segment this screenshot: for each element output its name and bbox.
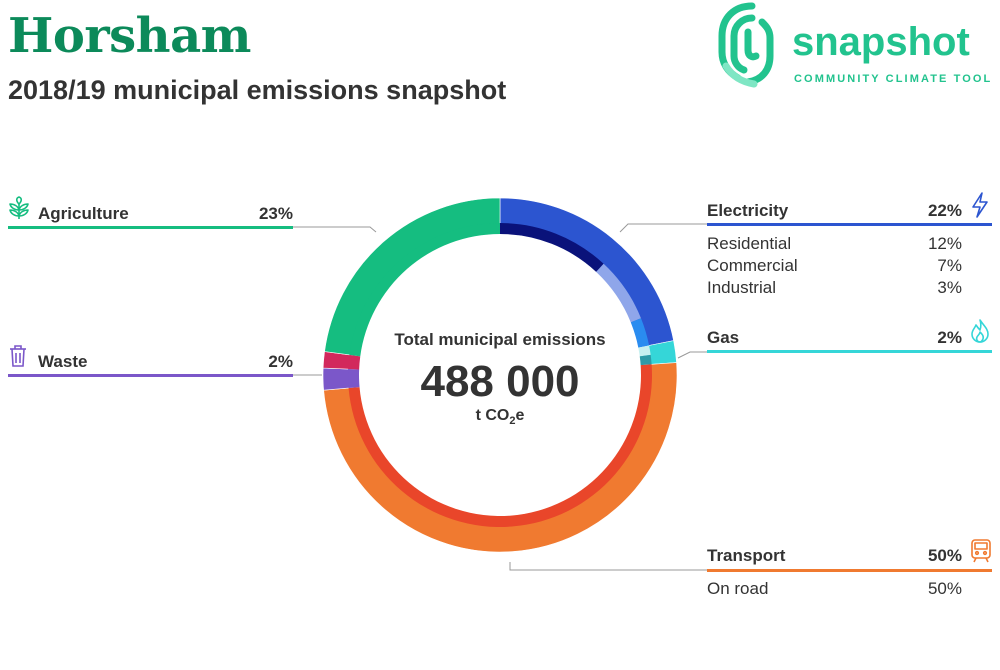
category-agriculture-percent: 23% — [258, 204, 293, 223]
inner-segment-agriculture — [349, 223, 500, 357]
flame-icon — [971, 319, 989, 343]
category-waste-percent: 2% — [268, 352, 293, 371]
logo-wordmark: snapshot — [792, 20, 970, 64]
sub-residential-percent: 12% — [927, 234, 962, 253]
snapshot-logo: snapshot COMMUNITY CLIMATE TOOL — [712, 0, 1000, 90]
category-gas-underline — [707, 350, 992, 353]
fingerprint-icon — [718, 2, 774, 88]
category-transport-percent: 50% — [927, 546, 962, 565]
donut-segment-electricity — [499, 197, 674, 348]
sub-industrial-label: Industrial — [707, 278, 776, 297]
inner-segment-waste — [348, 369, 360, 389]
sub-on-road-label: On road — [707, 579, 769, 598]
train-icon — [971, 539, 991, 563]
leaf-icon — [9, 196, 29, 219]
leader-transport — [509, 562, 707, 571]
category-gas-percent: 2% — [937, 328, 962, 347]
lightning-icon — [972, 192, 988, 218]
category-electricity-percent: 22% — [927, 201, 962, 220]
inner-segment-residential — [500, 223, 604, 272]
sub-commercial-label: Commercial — [707, 256, 798, 275]
inner-segment-commercial — [596, 263, 641, 323]
leader-agriculture — [293, 226, 377, 233]
category-gas-label: Gas — [707, 328, 740, 347]
category-waste-label: Waste — [38, 352, 88, 371]
sub-residential-label: Residential — [707, 234, 792, 253]
logo-tagline: COMMUNITY CLIMATE TOOL — [794, 73, 993, 85]
category-agriculture-label: Agriculture — [38, 204, 129, 223]
center-value: 488 000 — [420, 357, 579, 406]
category-agriculture-underline — [8, 226, 293, 229]
leader-gas — [677, 351, 707, 359]
sub-commercial-percent: 7% — [937, 256, 962, 275]
category-electricity-underline — [707, 223, 992, 226]
category-transport-underline — [707, 569, 992, 572]
center-unit: t CO2e — [476, 407, 525, 427]
donut-segment-transport — [323, 362, 678, 553]
leader-electricity — [619, 223, 707, 233]
category-electricity-label: Electricity — [707, 201, 789, 220]
page-title: Horsham — [8, 8, 251, 64]
inner-segment-gas — [638, 345, 651, 357]
page-subtitle: 2018/19 municipal emissions snapshot — [8, 75, 507, 105]
inner-segment-gas — [639, 354, 652, 366]
sub-industrial-percent: 3% — [937, 278, 962, 297]
inner-segment-other — [348, 354, 361, 370]
sub-on-road-percent: 50% — [927, 579, 962, 598]
trash-icon — [10, 345, 26, 367]
category-transport-label: Transport — [707, 546, 786, 565]
inner-segment-industrial — [630, 318, 650, 348]
center-label: Total municipal emissions — [394, 330, 605, 349]
category-waste-underline — [8, 374, 293, 377]
